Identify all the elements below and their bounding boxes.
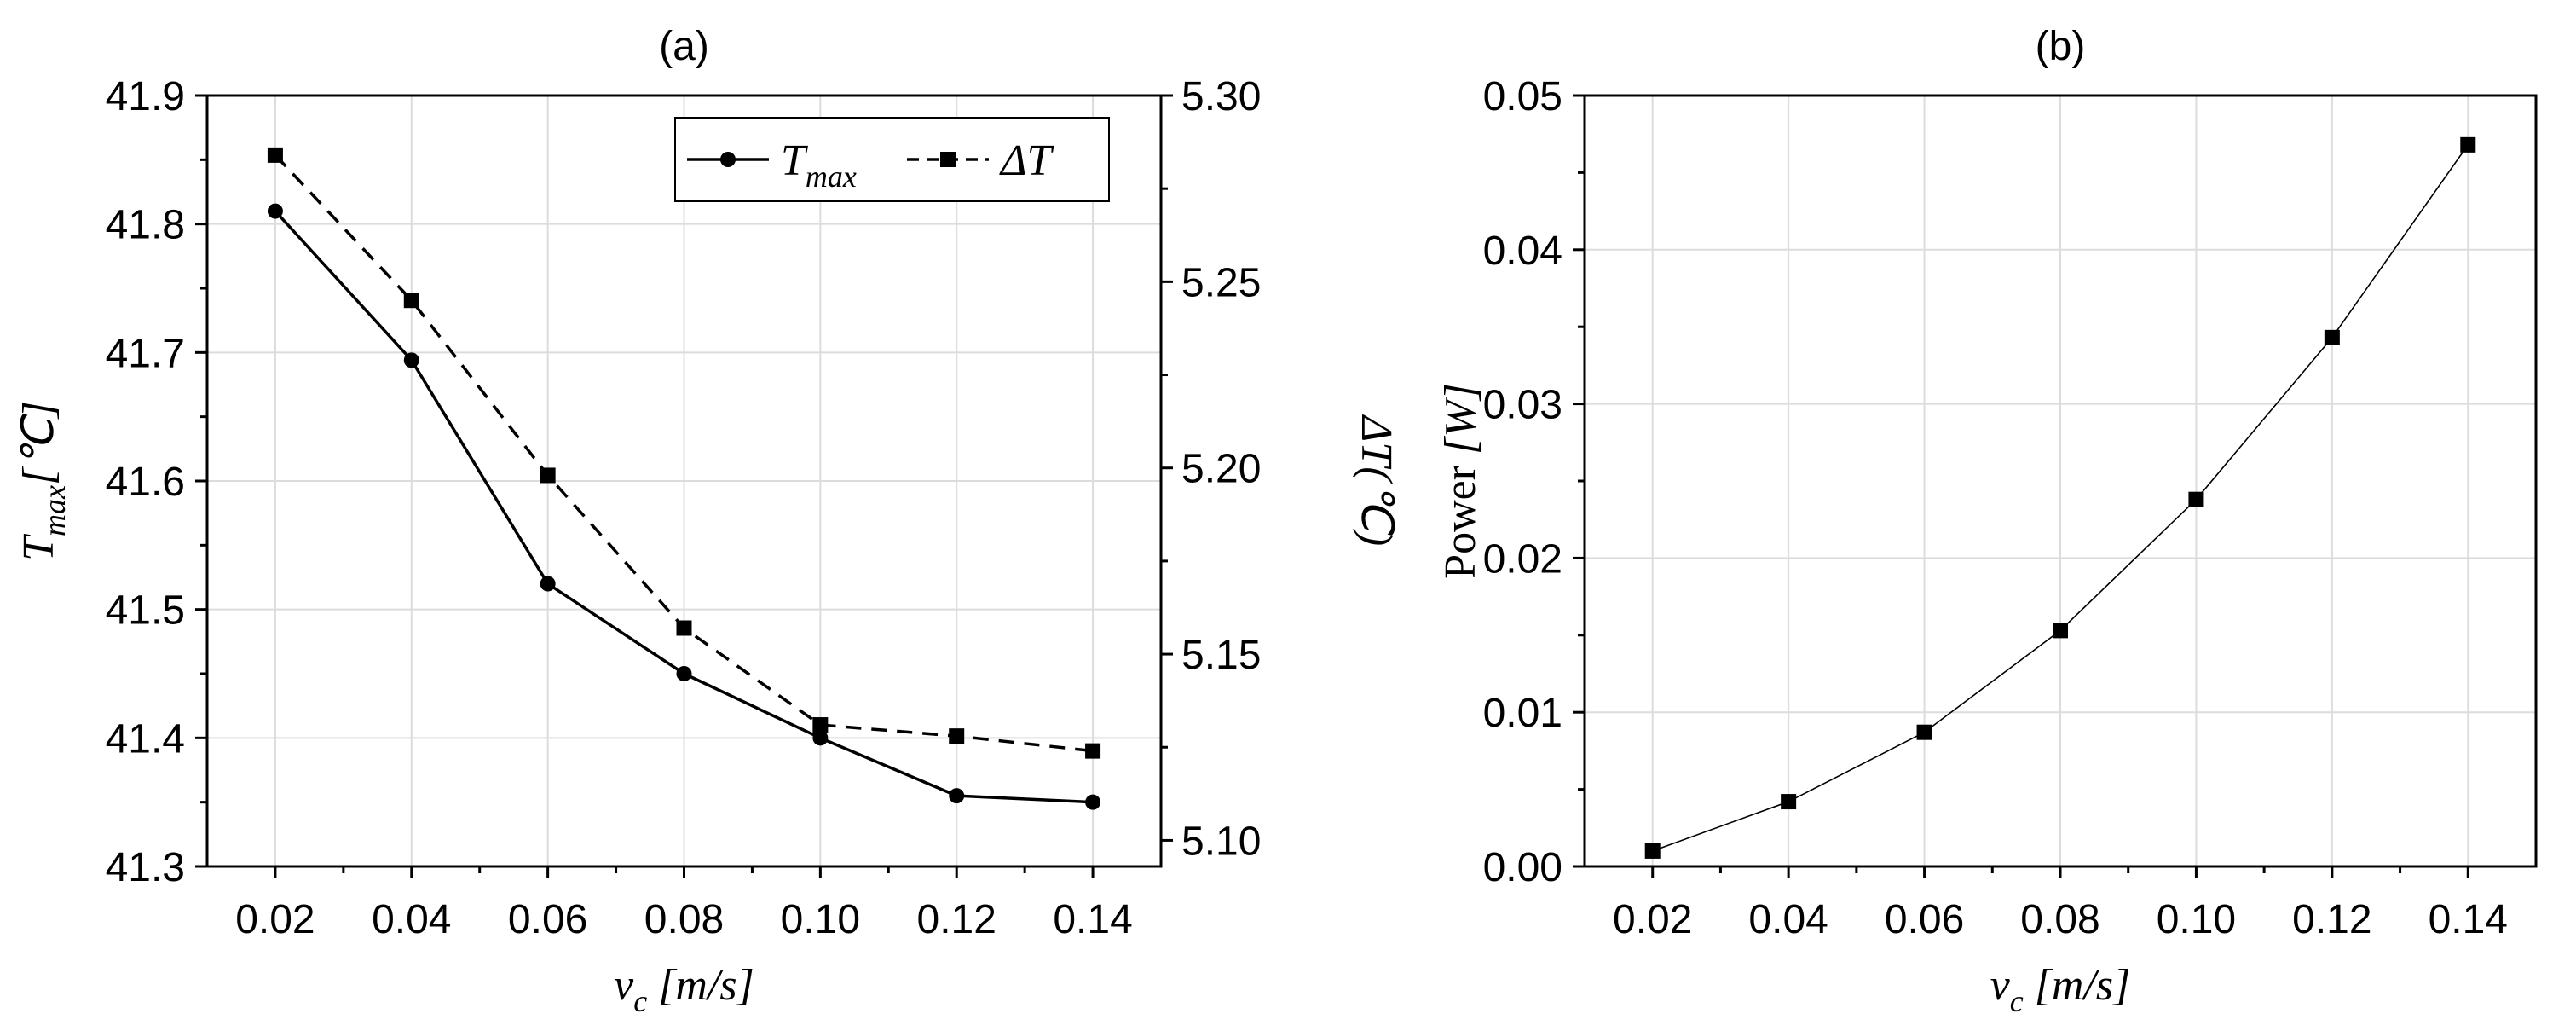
x-axis-unit: [m/s] (2035, 961, 2131, 1010)
chart-a: 0.02 0.04 0.06 0.08 0.10 0.12 0.14 41.3 41.4 41.5… (14, 24, 1401, 1018)
chart-b: 0.02 0.04 0.06 0.08 0.10 0.12 0.14 0.00 0.01 0.02… (1436, 24, 2538, 1018)
x-tick-label: 0.06 (1885, 897, 1964, 942)
x-axis-space (2024, 961, 2035, 1010)
right-y-axis-var: ΔT (1352, 414, 1401, 470)
data-point-1 (1085, 743, 1101, 759)
x-tick-label: 0.02 (1613, 897, 1692, 942)
data-point-0 (2188, 491, 2204, 507)
x-tick-label: 0.08 (644, 897, 724, 942)
x-tick-label: 0.10 (2157, 897, 2236, 942)
right-y-tick-label: 5.15 (1181, 633, 1261, 678)
legend-sub-0: max (806, 159, 857, 194)
y-tick-label: 0.02 (1483, 536, 1562, 582)
right-y-tick-label: 5.10 (1181, 819, 1261, 864)
x-axis-unit: [m/s] (658, 961, 754, 1010)
x-axis-sub: c (2010, 984, 2024, 1018)
x-axis-sub: c (633, 984, 647, 1018)
y-tick-label: 41.5 (106, 588, 185, 634)
data-point-0 (2324, 329, 2340, 345)
data-point-0 (267, 203, 283, 219)
data-point-0 (2460, 136, 2476, 153)
data-point-0 (1916, 724, 1932, 740)
y-tick-label: 0.04 (1483, 229, 1562, 274)
data-point-0 (1781, 794, 1797, 810)
x-axis-var: v (614, 961, 634, 1010)
x-tick-label: 0.02 (235, 897, 315, 942)
x-axis-space (647, 961, 658, 1010)
y-axis-sub: max (38, 485, 72, 536)
x-axis-label: vc [m/s] (1990, 961, 2131, 1018)
legend: Tmax ΔT (674, 117, 1110, 202)
right-y-tick-label: 5.20 (1181, 447, 1261, 492)
y-axis-label: Tmax[℃] (14, 401, 72, 561)
x-tick-label: 0.04 (372, 897, 451, 942)
data-point-0 (1644, 843, 1661, 859)
data-point-1 (676, 620, 692, 636)
y-tick-label: 41.6 (106, 460, 185, 505)
x-axis-var: v (1990, 961, 2011, 1010)
x-tick-label: 0.12 (917, 897, 996, 942)
legend-var-1: ΔT (999, 136, 1054, 185)
right-y-tick-label: 5.30 (1181, 74, 1261, 119)
data-point-0 (949, 788, 965, 804)
data-point-1 (403, 293, 419, 309)
y-tick-label: 41.9 (106, 74, 185, 119)
y-tick-label: 41.8 (106, 203, 185, 248)
data-point-1 (949, 728, 965, 744)
y-tick-label: 0.00 (1483, 845, 1562, 890)
chart-title: (a) (659, 24, 709, 69)
y-axis-prefix: Power (1436, 455, 1485, 579)
x-tick-label: 0.12 (2292, 897, 2371, 942)
y-axis-var: T (14, 534, 63, 561)
legend-var-0: T (781, 136, 808, 185)
chart-title: (b) (2036, 24, 2086, 69)
legend-marker-1 (940, 152, 956, 167)
x-tick-label: 0.14 (2429, 897, 2508, 942)
y-axis-unit: [℃] (14, 401, 63, 485)
y-axis-label: Power [W] (1436, 383, 1485, 579)
x-axis-label: vc [m/s] (614, 961, 754, 1018)
x-tick-label: 0.08 (2020, 897, 2099, 942)
data-point-0 (676, 666, 692, 681)
data-point-0 (403, 352, 419, 368)
right-y-axis-label: ΔT(℃) (1352, 414, 1401, 546)
data-point-0 (812, 730, 829, 746)
data-point-1 (267, 147, 283, 163)
legend-label-1: ΔT (999, 136, 1054, 185)
data-point-1 (540, 467, 556, 484)
x-tick-label: 0.14 (1053, 897, 1132, 942)
right-y-axis-unit: (℃) (1352, 466, 1401, 546)
x-tick-label: 0.10 (781, 897, 860, 942)
x-tick-label: 0.06 (508, 897, 587, 942)
data-point-0 (540, 576, 556, 592)
right-y-tick-label: 5.25 (1181, 260, 1261, 305)
data-point-1 (812, 717, 829, 733)
y-tick-label: 0.03 (1483, 383, 1562, 428)
y-tick-label: 41.7 (106, 331, 185, 376)
x-tick-label: 0.04 (1748, 897, 1828, 942)
y-tick-label: 41.3 (106, 845, 185, 890)
y-tick-label: 0.01 (1483, 691, 1562, 736)
y-tick-label: 41.4 (106, 716, 185, 762)
data-point-0 (1085, 794, 1101, 810)
y-axis-unit: [W] (1436, 383, 1485, 455)
y-tick-label: 0.05 (1483, 74, 1562, 119)
data-point-0 (2053, 623, 2068, 639)
legend-label-0: Tmax (781, 136, 857, 194)
legend-marker-0 (720, 152, 736, 167)
